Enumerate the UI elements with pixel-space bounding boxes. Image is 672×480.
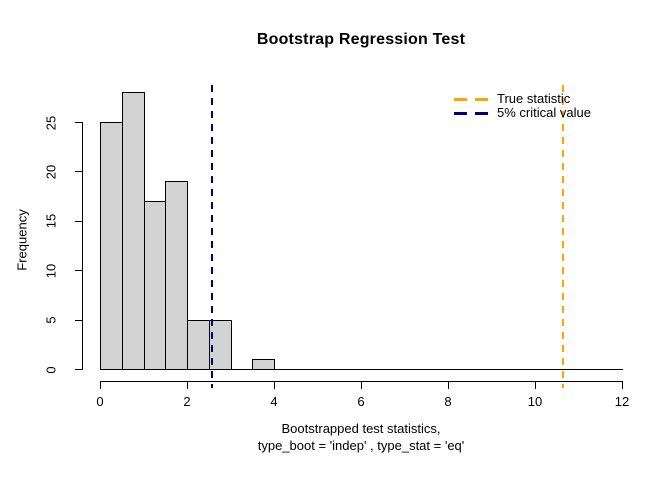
y-tick — [75, 220, 83, 222]
x-tick — [535, 381, 536, 389]
histogram-baseline — [100, 369, 623, 370]
legend-dash-icon — [454, 97, 490, 101]
legend-item: True statistic — [454, 92, 591, 106]
histogram-bar — [252, 359, 275, 370]
x-tick — [448, 381, 449, 389]
x-tick — [622, 381, 623, 389]
x-axis-title-line2: type_boot = 'indep' , type_stat = 'eq' — [257, 438, 465, 453]
histogram-bar — [143, 201, 167, 370]
y-axis-line — [82, 122, 83, 370]
legend-label: True statistic — [497, 91, 571, 106]
y-tick — [75, 171, 83, 173]
y-axis-title: Frequency — [14, 209, 30, 271]
x-tick-label: 8 — [444, 394, 452, 409]
y-tick-label: 15 — [43, 214, 59, 229]
x-tick-label: 6 — [357, 394, 365, 409]
x-axis-title-line1: Bootstrapped test statistics, — [281, 421, 441, 436]
y-tick-label: 10 — [43, 263, 59, 278]
histogram-bar — [165, 181, 188, 370]
y-tick — [75, 122, 83, 123]
vline-5-critical-value — [210, 85, 213, 388]
histogram-bar — [187, 319, 210, 370]
histogram-bar — [100, 122, 123, 370]
legend-label: 5% critical value — [497, 105, 591, 120]
x-tick-label: 0 — [96, 394, 104, 409]
x-tick-label: 2 — [183, 394, 191, 409]
histogram-bar — [208, 319, 232, 370]
y-tick-label: 25 — [43, 115, 59, 130]
y-tick — [75, 369, 83, 370]
x-tick-label: 4 — [270, 394, 278, 409]
legend-item: 5% critical value — [454, 106, 591, 120]
y-tick — [75, 270, 83, 272]
x-tick — [100, 381, 101, 389]
legend: True statistic 5% critical value — [454, 92, 591, 120]
x-tick-label: 12 — [614, 394, 630, 409]
chart-title: Bootstrap Regression Test — [256, 31, 466, 48]
x-tick — [274, 381, 275, 389]
y-tick — [75, 319, 83, 321]
x-tick — [361, 381, 362, 389]
x-tick-label: 10 — [527, 394, 543, 409]
legend-dash-icon — [454, 111, 490, 115]
x-tick — [187, 381, 188, 389]
vline-true-statistic — [561, 85, 564, 388]
y-tick-label: 20 — [43, 164, 59, 180]
y-tick-label: 0 — [43, 365, 59, 374]
histogram-bar — [121, 92, 145, 370]
y-tick-label: 5 — [43, 316, 59, 324]
